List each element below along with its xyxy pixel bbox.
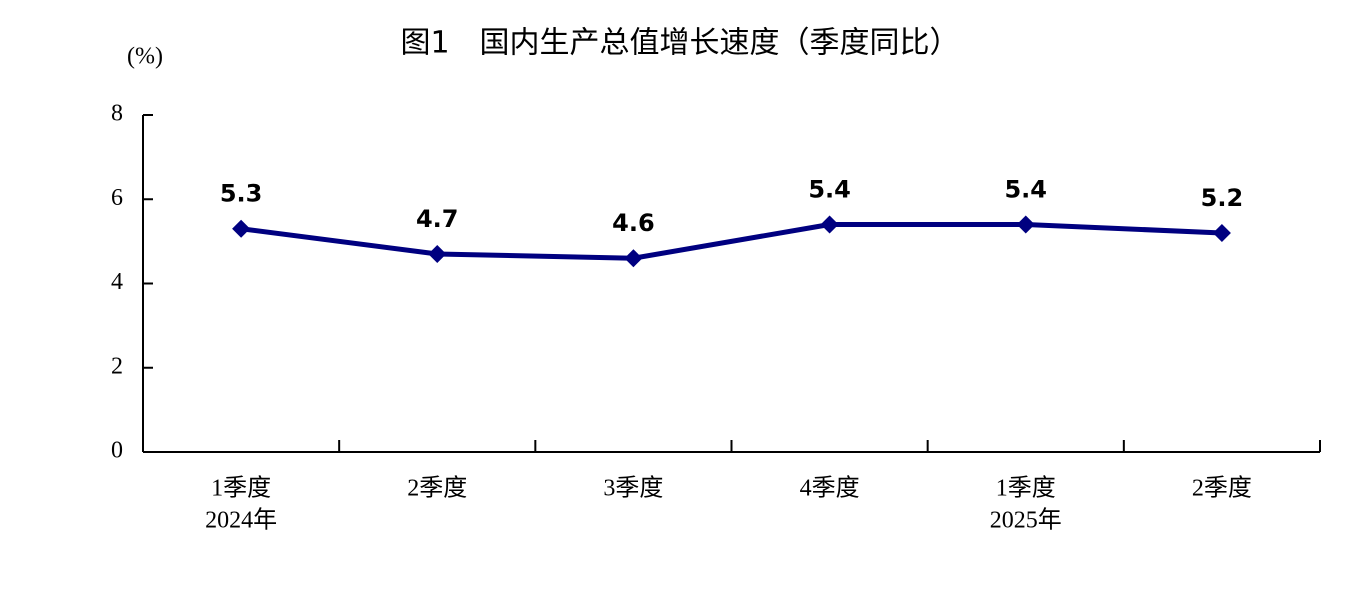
marker	[428, 245, 447, 264]
line	[240, 222, 1223, 261]
chart-title: 图1 国内生产总值增长速度（季度同比）	[400, 26, 959, 61]
data-label: 5.4	[808, 176, 851, 204]
x-tick-label: 1季度	[211, 475, 271, 502]
marker	[820, 215, 839, 234]
data-label: 4.6	[612, 209, 655, 237]
x-group-label: 2024年	[205, 507, 277, 534]
y-tick-label: 4	[111, 269, 123, 295]
data-label: 5.2	[1201, 184, 1244, 212]
x-group-label: 2025年	[990, 507, 1062, 534]
marker	[232, 219, 251, 238]
x-tick-label: 2季度	[1192, 475, 1252, 502]
y-unit: (%)	[127, 44, 163, 70]
y-tick-label: 8	[111, 101, 123, 127]
data-label: 4.7	[416, 205, 459, 233]
marker	[624, 249, 643, 268]
marker	[1212, 223, 1231, 242]
x-tick-label: 2季度	[407, 475, 467, 502]
x-tick-label: 4季度	[800, 475, 860, 502]
data-label: 5.4	[1004, 176, 1047, 204]
marker	[1016, 215, 1035, 234]
data-label: 5.3	[220, 180, 263, 208]
x-tick-label: 1季度	[996, 475, 1056, 502]
y-tick-label: 6	[111, 185, 123, 211]
y-tick-label: 2	[111, 353, 123, 379]
y-tick-label: 0	[111, 438, 123, 464]
x-tick-label: 3季度	[603, 475, 663, 502]
